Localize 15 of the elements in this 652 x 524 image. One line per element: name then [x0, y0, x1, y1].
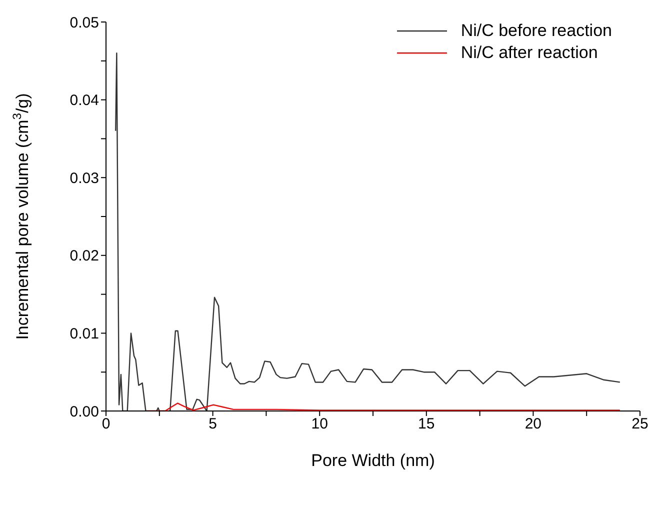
x-tick-label: 25 [632, 416, 648, 433]
x-tick-label: 20 [524, 416, 542, 433]
y-tick-label: 0.04 [70, 92, 99, 110]
legend-label: Ni/C before reaction [460, 21, 612, 41]
legend-label: Ni/C after reaction [460, 43, 598, 63]
x-tick-label: 15 [418, 416, 435, 433]
x-tick-label: 5 [208, 416, 217, 433]
y-tick-label: 0.02 [70, 248, 99, 265]
x-tick-label: 0 [102, 416, 110, 433]
x-tick-label: 10 [311, 416, 328, 433]
y-tick-label: 0.03 [70, 170, 99, 187]
y-tick-label: 0.00 [70, 403, 99, 420]
y-tick-label: 0.05 [70, 14, 99, 32]
y-tick-label: 0.01 [70, 326, 99, 343]
x-axis-title: Pore Width (nm) [311, 451, 435, 470]
